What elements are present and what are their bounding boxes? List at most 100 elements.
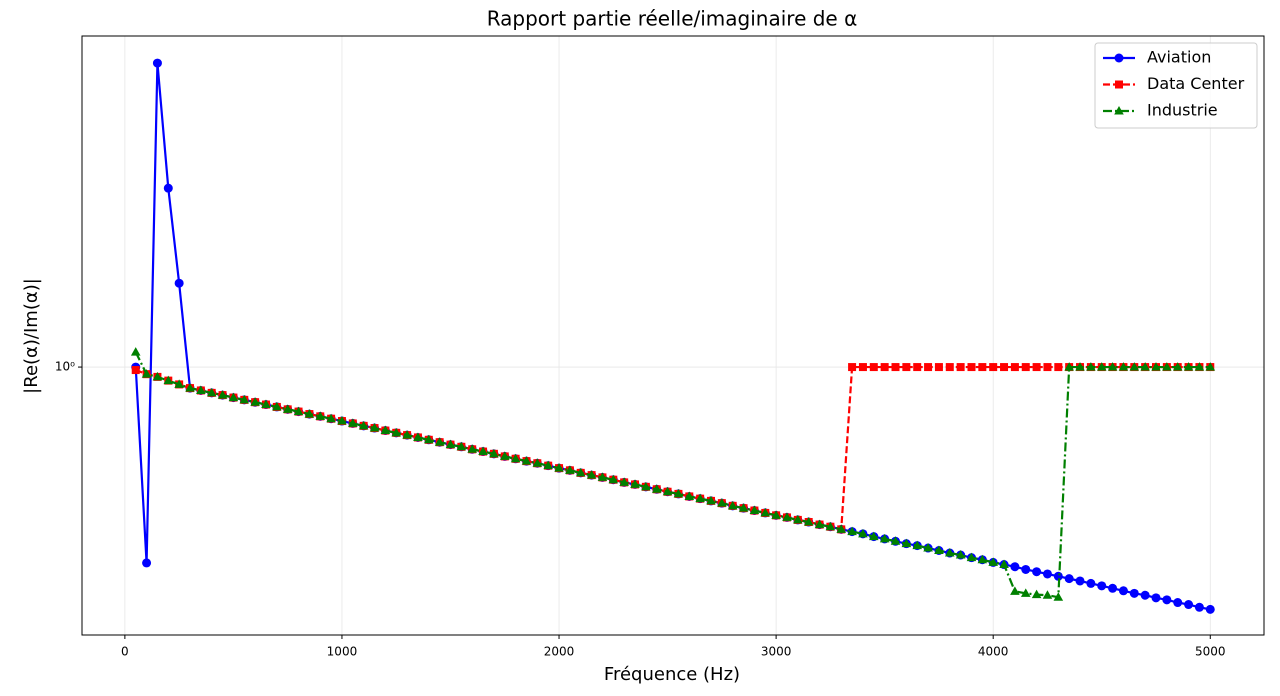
marker [945,363,954,372]
plot-frame [81,35,1265,636]
marker [999,559,1009,569]
marker [1010,562,1020,572]
marker [532,458,543,467]
marker [923,543,933,552]
marker [510,453,521,463]
marker [282,404,293,413]
marker [261,399,271,409]
marker [956,363,965,372]
marker [619,477,629,486]
marker [1162,595,1172,605]
marker [1108,583,1118,593]
marker [879,533,890,543]
marker [597,472,608,481]
marker [1021,363,1030,372]
series-line [135,365,1211,531]
marker [825,521,836,531]
marker [467,444,478,453]
x-tick-label: 2000 [544,645,575,659]
marker [858,363,867,372]
marker [315,411,326,420]
marker [141,369,152,378]
marker [858,528,868,538]
marker [966,552,977,562]
marker [924,363,933,372]
marker [1151,362,1161,371]
marker [1151,593,1161,603]
marker [1115,80,1123,89]
marker [337,416,347,425]
marker [272,401,282,411]
marker [836,524,847,533]
marker [196,385,206,394]
x-axis-label: Fréquence (Hz) [604,664,740,685]
marker [478,446,488,456]
marker [913,363,922,372]
marker [912,540,923,550]
marker [239,394,250,404]
marker [185,383,195,392]
grid [82,36,1264,635]
marker [1118,362,1129,371]
marker [1184,600,1194,610]
y-tick-label: 10⁰ [55,360,75,374]
marker [575,467,586,477]
marker [944,548,955,557]
marker [445,439,456,449]
marker [749,505,760,515]
marker [901,538,912,548]
marker [206,387,217,397]
marker [1053,592,1064,601]
marker [1032,567,1042,577]
marker [142,558,152,568]
marker [1000,363,1009,372]
marker [782,512,792,521]
marker [499,451,510,460]
series-line [134,351,1211,599]
marker [1020,588,1031,597]
x-tick-label: 4000 [978,645,1009,659]
marker [326,413,336,423]
marker [1194,362,1205,371]
marker [1032,363,1041,372]
marker [1162,362,1172,371]
marker [1194,602,1204,612]
marker [1183,362,1194,371]
marker [1118,586,1128,596]
marker [1031,589,1042,599]
marker [1064,362,1074,371]
marker [1086,578,1096,588]
x-tick-label: 3000 [761,645,792,659]
marker [977,554,988,564]
marker [847,526,857,536]
marker [293,406,304,416]
marker [760,507,771,517]
marker [662,486,673,496]
marker [738,503,749,512]
marker [1173,598,1183,608]
x-tick-label: 5000 [1195,645,1226,659]
marker [630,479,640,488]
marker [869,363,878,372]
marker [771,510,781,519]
marker [934,363,943,372]
marker [1042,590,1053,599]
marker [1054,363,1063,372]
marker [1010,586,1020,595]
marker [1205,604,1215,614]
marker [814,519,825,529]
marker [1129,588,1139,598]
marker [651,484,662,493]
marker [228,392,239,402]
marker [803,517,814,526]
marker [369,423,380,432]
marker [989,363,998,372]
series [130,347,1216,601]
marker [902,363,911,372]
marker [250,397,260,406]
marker [1096,362,1107,371]
marker [684,491,695,500]
marker [673,488,684,498]
marker [868,531,879,541]
marker [1064,574,1074,584]
